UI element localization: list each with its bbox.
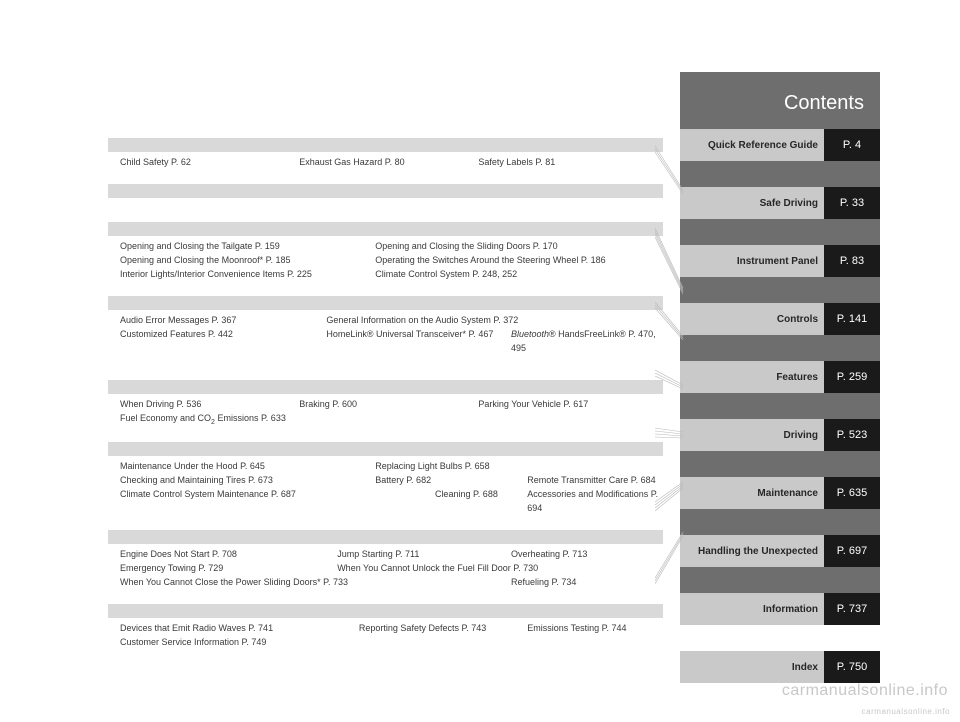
page: Contents Quick Reference Guide P. 4 Safe… — [0, 0, 960, 722]
nav-label: Features — [680, 361, 824, 393]
connector-lines — [655, 140, 685, 620]
entry: Customer Service Information P. 749 — [120, 636, 266, 650]
entry: Emergency Towing P. 729 — [120, 562, 337, 576]
entry: Replacing Light Bulbs P. 658 — [375, 460, 527, 474]
section-bar — [108, 222, 663, 236]
nav-label: Driving — [680, 419, 824, 451]
entry: Climate Control System Maintenance P. 68… — [120, 488, 435, 516]
nav-label: Handling the Unexpected — [680, 535, 824, 567]
nav-page: P. 259 — [824, 361, 880, 393]
section-bar — [108, 604, 663, 618]
nav-page: P. 737 — [824, 593, 880, 625]
nav-label: Quick Reference Guide — [680, 129, 824, 161]
nav-page: P. 635 — [824, 477, 880, 509]
section-safe-driving: Child Safety P. 62 Exhaust Gas Hazard P.… — [108, 138, 663, 170]
nav-page: P. 33 — [824, 187, 880, 219]
nav-controls[interactable]: Controls P. 141 — [680, 303, 880, 335]
nav-page: P. 697 — [824, 535, 880, 567]
nav-safe-driving[interactable]: Safe Driving P. 33 — [680, 187, 880, 219]
nav-features[interactable]: Features P. 259 — [680, 361, 880, 393]
entry: HomeLink® Universal Transceiver* P. 467 — [326, 328, 511, 356]
section-bar — [108, 380, 663, 394]
nav-unexpected[interactable]: Handling the Unexpected P. 697 — [680, 535, 880, 567]
entry: When You Cannot Unlock the Fuel Fill Doo… — [337, 562, 663, 576]
entry: Overheating P. 713 — [511, 548, 663, 562]
section-features: Audio Error Messages P. 367 General Info… — [108, 296, 663, 356]
entry: Maintenance Under the Hood P. 645 — [120, 460, 375, 474]
section-bar — [108, 530, 663, 544]
entry: Exhaust Gas Hazard P. 80 — [299, 156, 478, 170]
nav-label: Controls — [680, 303, 824, 335]
nav-page: P. 523 — [824, 419, 880, 451]
entry: When You Cannot Close the Power Sliding … — [120, 576, 511, 590]
watermark: carmanualsonline.info — [782, 682, 948, 700]
section-driving: When Driving P. 536 Braking P. 600 Parki… — [108, 380, 663, 429]
entry: Opening and Closing the Sliding Doors P.… — [375, 240, 663, 254]
entry: Refueling P. 734 — [511, 576, 663, 590]
watermark-small: carmanualsonline.info — [862, 707, 950, 716]
entry: Battery P. 682 — [375, 474, 527, 488]
nav-page: P. 83 — [824, 245, 880, 277]
content-area: Child Safety P. 62 Exhaust Gas Hazard P.… — [108, 138, 663, 664]
entry: Checking and Maintaining Tires P. 673 — [120, 474, 375, 488]
nav-label: Information — [680, 593, 824, 625]
nav-instrument-panel[interactable]: Instrument Panel P. 83 — [680, 245, 880, 277]
section-unexpected: Engine Does Not Start P. 708 Jump Starti… — [108, 530, 663, 590]
nav-label: Maintenance — [680, 477, 824, 509]
nav-page: P. 750 — [824, 651, 880, 683]
entry — [527, 460, 663, 474]
sidebar-title: Contents — [680, 72, 880, 129]
entry: General Information on the Audio System … — [326, 314, 663, 328]
entry: Safety Labels P. 81 — [478, 156, 663, 170]
entry: Opening and Closing the Moonroof* P. 185 — [120, 254, 375, 268]
entry: Accessories and Modifications P. 694 — [527, 488, 663, 516]
nav-maintenance[interactable]: Maintenance P. 635 — [680, 477, 880, 509]
entry: Jump Starting P. 711 — [337, 548, 511, 562]
section-information: Devices that Emit Radio Waves P. 741 Rep… — [108, 604, 663, 650]
nav-driving[interactable]: Driving P. 523 — [680, 419, 880, 451]
nav-group: Quick Reference Guide P. 4 Safe Driving … — [680, 129, 880, 683]
nav-index[interactable]: Index P. 750 — [680, 651, 880, 683]
nav-label: Safe Driving — [680, 187, 824, 219]
entry: Audio Error Messages P. 367 — [120, 314, 326, 328]
section-bar — [108, 296, 663, 310]
section-bar — [108, 442, 663, 456]
entry: Fuel Economy and CO2 Emissions P. 633 — [120, 412, 286, 429]
entry: Opening and Closing the Tailgate P. 159 — [120, 240, 375, 254]
nav-page: P. 4 — [824, 129, 880, 161]
entry: Braking P. 600 — [299, 398, 478, 412]
entry: Climate Control System P. 248, 252 — [375, 268, 663, 282]
entry: Parking Your Vehicle P. 617 — [478, 398, 663, 412]
section-instrument-panel — [108, 184, 663, 198]
entry: Cleaning P. 688 — [435, 488, 527, 516]
nav-page: P. 141 — [824, 303, 880, 335]
entry: Child Safety P. 62 — [120, 156, 299, 170]
section-bar — [108, 184, 663, 198]
section-controls: Opening and Closing the Tailgate P. 159 … — [108, 222, 663, 282]
entry: Interior Lights/Interior Convenience Ite… — [120, 268, 375, 282]
entry: Operating the Switches Around the Steeri… — [375, 254, 663, 268]
section-bar — [108, 138, 663, 152]
entry: Customized Features P. 442 — [120, 328, 326, 356]
nav-quick-reference[interactable]: Quick Reference Guide P. 4 — [680, 129, 880, 161]
entry: Emissions Testing P. 744 — [527, 622, 663, 636]
entry: Remote Transmitter Care P. 684 — [527, 474, 663, 488]
entry: Engine Does Not Start P. 708 — [120, 548, 337, 562]
section-maintenance: Maintenance Under the Hood P. 645 Replac… — [108, 442, 663, 516]
nav-label: Instrument Panel — [680, 245, 824, 277]
entry: When Driving P. 536 — [120, 398, 299, 412]
entry: Reporting Safety Defects P. 743 — [359, 622, 527, 636]
nav-information[interactable]: Information P. 737 — [680, 593, 880, 625]
nav-label: Index — [680, 651, 824, 683]
entry: Devices that Emit Radio Waves P. 741 — [120, 622, 359, 636]
contents-sidebar: Contents Quick Reference Guide P. 4 Safe… — [680, 72, 880, 622]
entry: Bluetooth® HandsFreeLink® P. 470, 495 — [511, 328, 663, 356]
